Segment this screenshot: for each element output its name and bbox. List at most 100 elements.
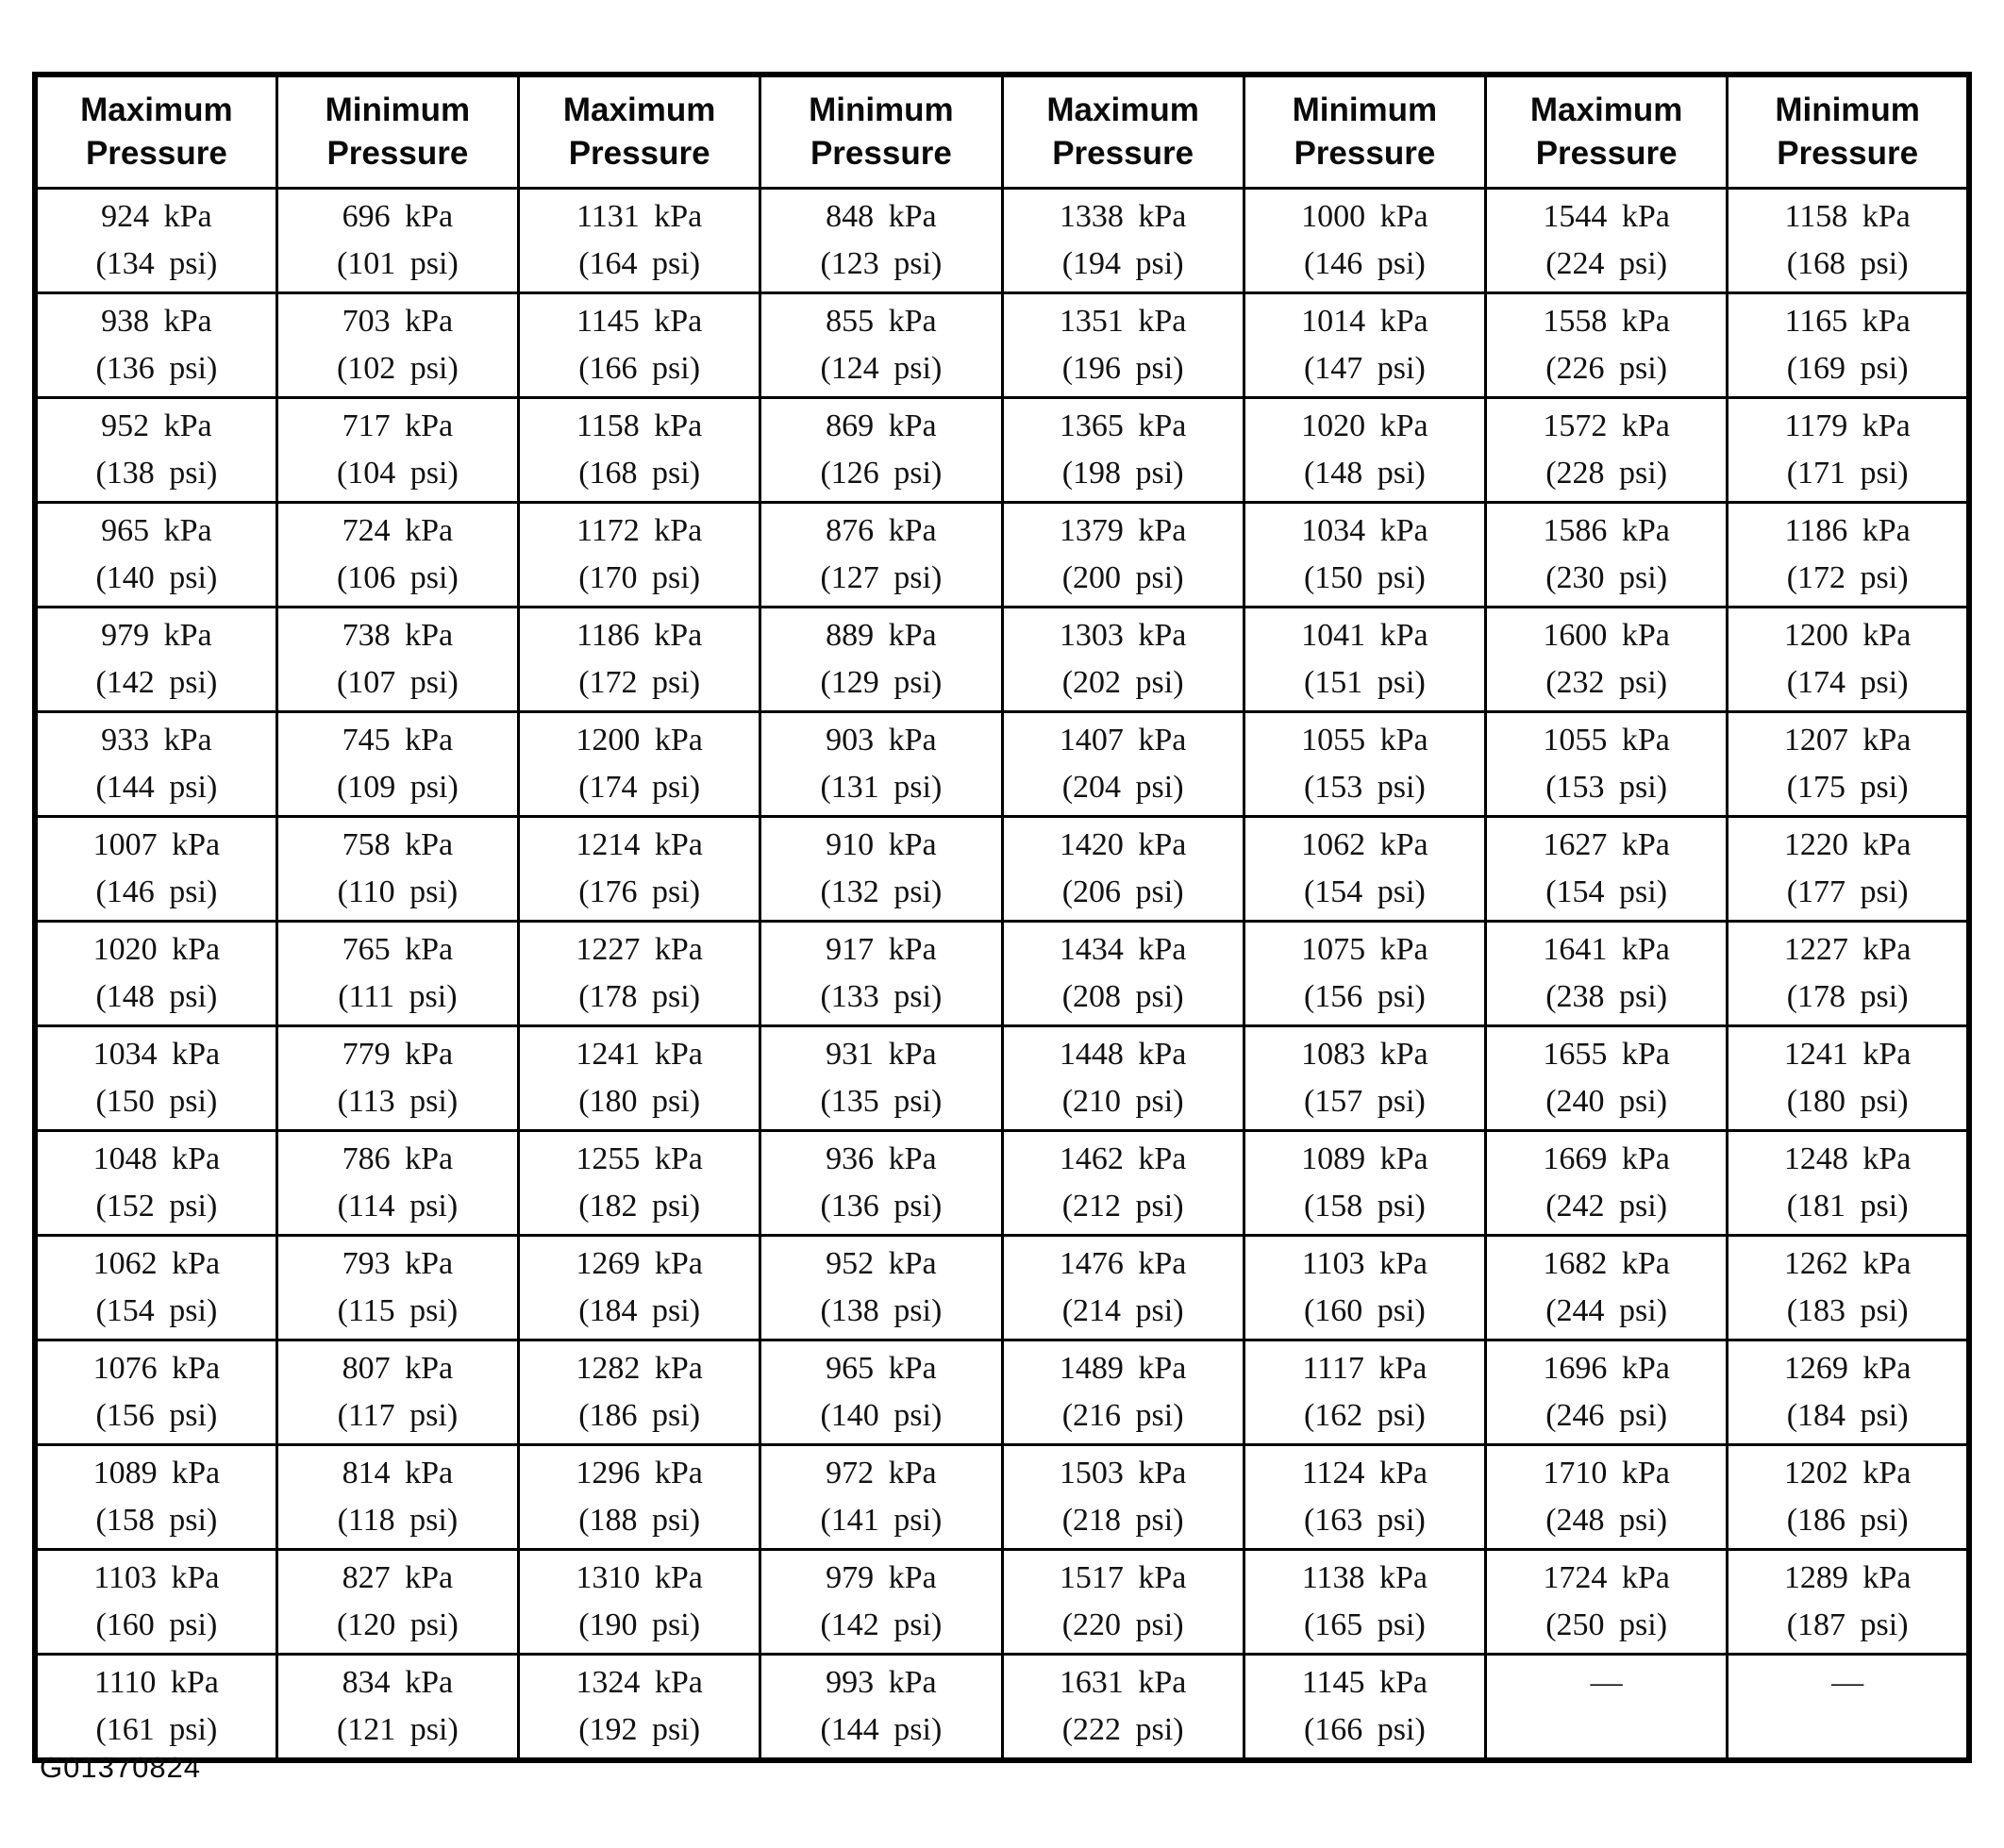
- psi-value: (157 psi): [1303, 1084, 1426, 1119]
- table-cell: 765 kPa (111 psi): [275, 920, 521, 1027]
- table-cell: 1138 kPa (165 psi): [1242, 1548, 1488, 1656]
- table-cell: 1517 kPa (220 psi): [1000, 1548, 1245, 1656]
- kpa-value: 1303 kPa: [1059, 618, 1187, 653]
- header-cell: Maximum Pressure: [1000, 73, 1245, 190]
- kpa-value: 848 kPa: [826, 199, 937, 234]
- psi-value: (115 psi): [337, 1293, 459, 1328]
- psi-value: (188 psi): [578, 1503, 701, 1538]
- table-cell: 738 kPa (107 psi): [275, 606, 521, 713]
- table-cell: 1062 kPa (154 psi): [1242, 815, 1488, 923]
- psi-value: (146 psi): [1303, 246, 1426, 281]
- table-cell: 1200 kPa (174 psi): [516, 710, 762, 818]
- kpa-value: 1655 kPa: [1543, 1037, 1670, 1072]
- psi-value: (168 psi): [1786, 246, 1909, 281]
- kpa-value: 1227 kPa: [1783, 932, 1912, 967]
- table-cell: 814 kPa (118 psi): [275, 1443, 521, 1551]
- table-cell: 979 kPa (142 psi): [33, 606, 278, 713]
- psi-value: (238 psi): [1545, 979, 1668, 1014]
- kpa-value: 1103 kPa: [93, 1560, 220, 1595]
- table-cell: 1131 kPa (164 psi): [516, 187, 762, 294]
- table-cell: 1202 kPa (186 psi): [1726, 1443, 1971, 1551]
- table-cell: 807 kPa (117 psi): [275, 1339, 521, 1446]
- table-cell: 1034 kPa (150 psi): [1242, 501, 1488, 608]
- kpa-value: 1062 kPa: [1301, 827, 1428, 862]
- psi-value: (198 psi): [1061, 456, 1184, 491]
- kpa-value: 1020 kPa: [1301, 408, 1428, 443]
- psi-value: (158 psi): [95, 1503, 218, 1538]
- kpa-value: 1055 kPa: [1543, 723, 1670, 758]
- kpa-value: 1351 kPa: [1059, 304, 1187, 339]
- kpa-value: 1145 kPa: [576, 304, 703, 339]
- psi-value: (148 psi): [95, 979, 218, 1014]
- table-cell: 1172 kPa (170 psi): [516, 501, 762, 608]
- table-cell: 931 kPa (135 psi): [759, 1024, 1004, 1132]
- psi-value: (162 psi): [1303, 1398, 1426, 1433]
- kpa-value: 1145 kPa: [1301, 1665, 1428, 1700]
- kpa-value: 1103 kPa: [1301, 1246, 1428, 1281]
- kpa-value: 1682 kPa: [1543, 1246, 1670, 1281]
- table-cell: 1055 kPa (153 psi): [1483, 710, 1729, 818]
- kpa-value: 786 kPa: [342, 1141, 454, 1176]
- table-cell: 1055 kPa (153 psi): [1242, 710, 1488, 818]
- table-cell: 1124 kPa (163 psi): [1242, 1443, 1488, 1551]
- psi-value: (153 psi): [1303, 770, 1426, 805]
- kpa-value: 1062 kPa: [92, 1246, 221, 1281]
- table-cell: 1089 kPa (158 psi): [33, 1443, 278, 1551]
- table-cell: 834 kPa (121 psi): [275, 1653, 521, 1762]
- kpa-value: 1172 kPa: [576, 513, 703, 548]
- psi-value: (187 psi): [1786, 1607, 1909, 1642]
- kpa-value: 1669 kPa: [1543, 1141, 1670, 1176]
- table-row: 1048 kPa (152 psi) 786 kPa (114 psi) 1255 kP…: [33, 1129, 1971, 1237]
- psi-value: (158 psi): [1303, 1189, 1426, 1224]
- table-row: 938 kPa (136 psi) 703 kPa (102 psi) 1145 kPa…: [33, 291, 1971, 399]
- table-cell: 1103 kPa (160 psi): [33, 1548, 278, 1656]
- table-cell: 1631 kPa (222 psi): [1000, 1653, 1245, 1762]
- kpa-value: 1048 kPa: [92, 1141, 221, 1176]
- psi-value: (110 psi): [337, 874, 459, 909]
- header-cell: Maximum Pressure: [33, 73, 278, 190]
- psi-value: (171 psi): [1786, 456, 1909, 491]
- psi-value: (224 psi): [1545, 246, 1668, 281]
- psi-value: (163 psi): [1303, 1503, 1426, 1538]
- psi-value: (200 psi): [1061, 560, 1184, 595]
- psi-value: (142 psi): [820, 1607, 943, 1642]
- table-cell: 1075 kPa (156 psi): [1242, 920, 1488, 1027]
- psi-value: (140 psi): [95, 560, 218, 595]
- psi-value: (222 psi): [1061, 1712, 1184, 1747]
- psi-value: (151 psi): [1303, 665, 1426, 700]
- kpa-value: 1227 kPa: [576, 932, 703, 967]
- table-cell: 1014 kPa (147 psi): [1242, 291, 1488, 399]
- kpa-value: 1724 kPa: [1543, 1560, 1670, 1595]
- figure-code: G01370824: [40, 1751, 202, 1784]
- psi-value: (121 psi): [336, 1712, 459, 1747]
- kpa-value: 910 kPa: [826, 827, 937, 862]
- header-cell: Minimum Pressure: [1242, 73, 1488, 190]
- header-cell: Maximum Pressure: [516, 73, 762, 190]
- table-cell: 1103 kPa (160 psi): [1242, 1234, 1488, 1341]
- psi-value: (220 psi): [1061, 1607, 1184, 1642]
- psi-value: (166 psi): [1303, 1712, 1426, 1747]
- kpa-value: 1000 kPa: [1301, 199, 1428, 234]
- kpa-value: 979 kPa: [826, 1560, 937, 1595]
- kpa-value: 1269 kPa: [576, 1246, 703, 1281]
- kpa-value: 1207 kPa: [1783, 723, 1912, 758]
- kpa-value: 931 kPa: [826, 1037, 937, 1072]
- kpa-value: —: [1590, 1665, 1623, 1700]
- kpa-value: 1338 kPa: [1059, 199, 1187, 234]
- psi-value: (166 psi): [578, 351, 701, 386]
- kpa-value: 1544 kPa: [1543, 199, 1670, 234]
- kpa-value: 807 kPa: [342, 1351, 454, 1386]
- kpa-value: 1076 kPa: [92, 1351, 221, 1386]
- psi-value: (164 psi): [578, 246, 701, 281]
- table-cell: 848 kPa (123 psi): [759, 187, 1004, 294]
- psi-value: (142 psi): [95, 665, 218, 700]
- table-cell: 1282 kPa (186 psi): [516, 1339, 762, 1446]
- psi-value: (156 psi): [95, 1398, 218, 1433]
- table-cell: 903 kPa (131 psi): [759, 710, 1004, 818]
- kpa-value: 834 kPa: [342, 1665, 454, 1700]
- pressure-table: Maximum Pressure Minimum Pressure Maximum …: [32, 72, 1972, 1763]
- table-cell: 855 kPa (124 psi): [759, 291, 1004, 399]
- table-cell: 1020 kPa (148 psi): [33, 920, 278, 1027]
- table-row: 1007 kPa (146 psi) 758 kPa (110 psi) 1214 kP…: [33, 815, 1971, 923]
